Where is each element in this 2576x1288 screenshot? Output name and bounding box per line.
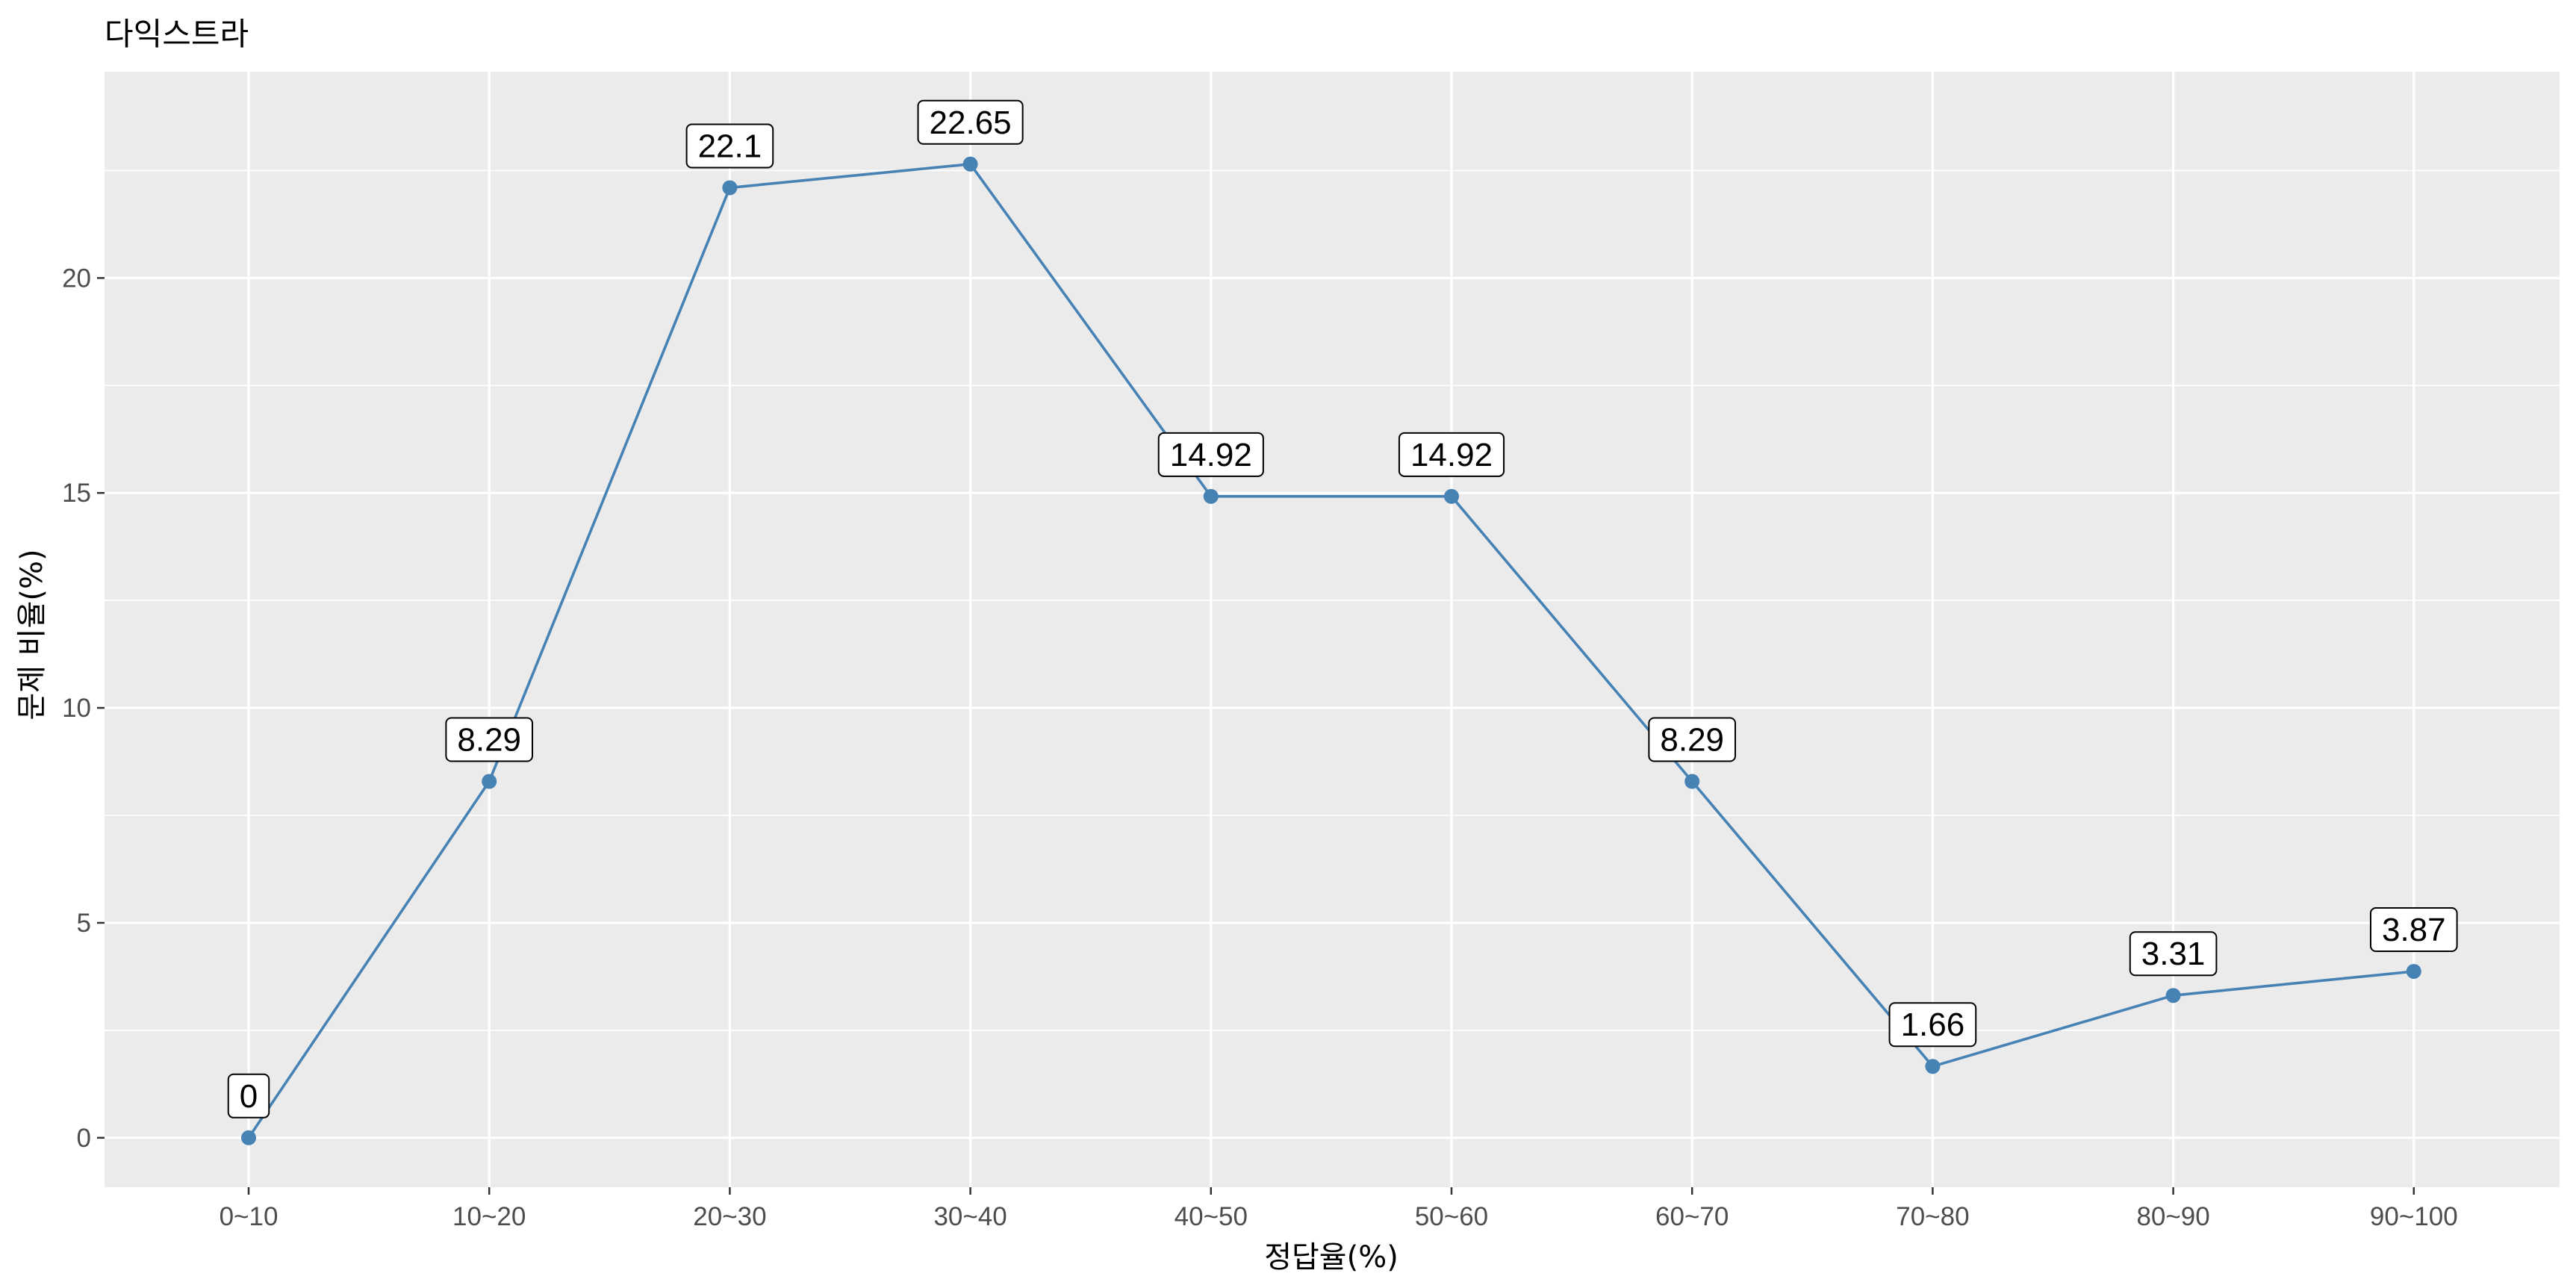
data-point xyxy=(1684,774,1700,789)
y-tick-label: 5 xyxy=(77,909,91,938)
series-layer xyxy=(241,156,2421,1145)
data-point xyxy=(1925,1059,1941,1074)
grid-minor xyxy=(105,169,2560,1031)
x-tick-label: 20~30 xyxy=(693,1202,766,1231)
data-label-box xyxy=(1398,432,1505,477)
data-label-box xyxy=(1888,1002,1977,1048)
data-label-text: 3.31 xyxy=(2141,936,2206,972)
plot-panel xyxy=(105,72,2560,1187)
y-axis-title: 문제 비율(%) xyxy=(15,549,49,720)
data-label-text: 3.87 xyxy=(2382,912,2446,948)
data-label: 8.29 xyxy=(445,717,534,762)
data-label-box xyxy=(445,717,534,762)
data-label-text: 22.1 xyxy=(698,128,762,164)
series-line xyxy=(247,163,2414,1139)
data-label: 8.29 xyxy=(1648,717,1737,762)
data-label-box xyxy=(2129,931,2218,977)
data-label-text: 14.92 xyxy=(1410,437,1493,473)
y-tick-label: 0 xyxy=(77,1124,91,1153)
x-tick-label: 30~40 xyxy=(933,1202,1007,1231)
x-tick-label: 80~90 xyxy=(2136,1202,2209,1231)
data-label-box xyxy=(685,123,774,169)
data-label: 0 xyxy=(227,1073,270,1119)
x-tick-label: 90~100 xyxy=(2370,1202,2458,1231)
data-label-box xyxy=(917,99,1024,145)
x-axis-title: 정답율(%) xyxy=(1264,1240,1399,1275)
data-label: 22.1 xyxy=(685,123,774,169)
y-tick-label: 15 xyxy=(62,479,91,508)
data-label: 14.92 xyxy=(1157,432,1264,477)
data-label: 3.87 xyxy=(2369,906,2458,952)
y-axis: 0 5 10 15 20 xyxy=(62,264,105,1153)
y-tick-label: 10 xyxy=(62,694,91,723)
data-point xyxy=(1444,488,1459,504)
x-tick-label: 70~80 xyxy=(1896,1202,1969,1231)
data-point xyxy=(1203,488,1219,504)
data-label-text: 0 xyxy=(240,1078,258,1115)
x-tick-label: 60~70 xyxy=(1655,1202,1729,1231)
y-tick-label: 20 xyxy=(62,264,91,293)
data-label-text: 8.29 xyxy=(457,722,521,759)
data-label: 1.66 xyxy=(1888,1002,1977,1048)
x-tick-label: 10~20 xyxy=(452,1202,526,1231)
data-label: 3.31 xyxy=(2129,931,2218,977)
data-point xyxy=(241,1130,256,1145)
data-label: 14.92 xyxy=(1398,432,1505,477)
data-label: 22.65 xyxy=(917,99,1024,145)
x-tick-label: 40~50 xyxy=(1175,1202,1248,1231)
x-tick-label: 50~60 xyxy=(1415,1202,1488,1231)
data-label-text: 8.29 xyxy=(1660,722,1724,759)
data-label-box xyxy=(2369,906,2458,952)
chart-title: 다익스트라 xyxy=(105,16,249,52)
x-tick-label: 0~10 xyxy=(220,1202,279,1231)
data-labels-layer: 0 8.29 22.1 22.65 14.92 14.92 8.29 1.66 3.31 3.87 xyxy=(227,99,2458,1119)
x-axis: 0~10 10~20 20~30 30~40 40~50 50~60 60~70 70~80 8… xyxy=(220,1187,2458,1231)
data-point xyxy=(482,774,497,789)
data-point xyxy=(2406,963,2421,979)
data-label-text: 1.66 xyxy=(1901,1007,1965,1043)
data-label-text: 22.65 xyxy=(930,105,1012,141)
data-point xyxy=(962,156,978,172)
data-label-box xyxy=(227,1073,270,1119)
data-point xyxy=(722,180,738,196)
data-label-box xyxy=(1157,432,1264,477)
data-point xyxy=(2165,988,2181,1004)
data-label-text: 14.92 xyxy=(1170,437,1252,473)
data-label-box xyxy=(1648,717,1737,762)
